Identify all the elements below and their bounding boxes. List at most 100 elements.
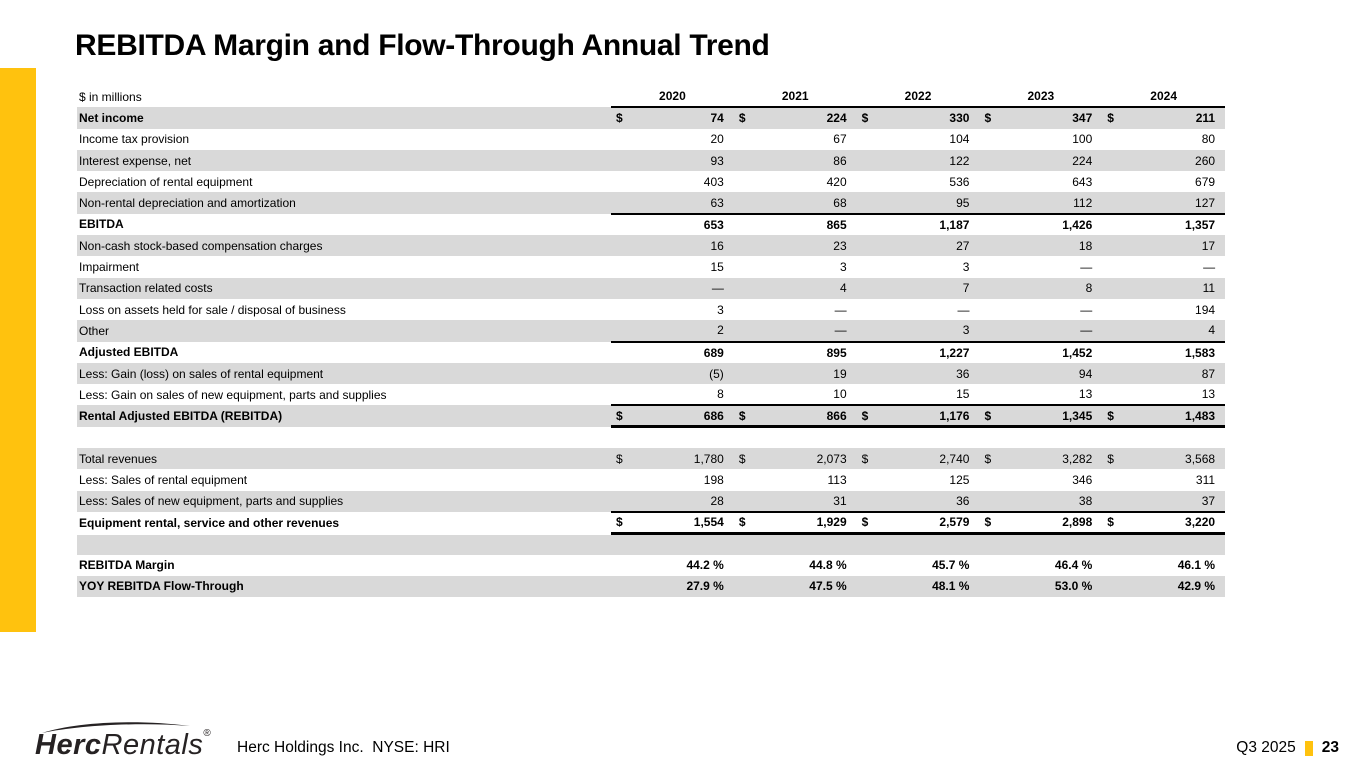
value-cell: 686 [637,405,734,429]
year-header: 2023 [979,86,1103,109]
currency-cell [734,129,760,150]
currency-cell [1102,363,1128,384]
value-cell: 18 [1078,238,1093,253]
value-cell: 4 [1128,320,1226,343]
table-row: Loss on assets held for sale / disposal … [77,299,1225,320]
currency-cell [979,490,1006,513]
value-cell: 198 [703,472,724,487]
currency-cell [1102,192,1129,215]
value-cell: 127 [1128,192,1226,215]
year-header: 2022 [856,86,980,109]
row-label: Rental Adjusted EBITDA (REBITDA) [79,409,283,424]
spacer-row [77,427,1225,448]
value-cell: 346 [1072,472,1093,487]
currency-cell [979,342,1005,363]
table-row: Equipment rental, service and other reve… [77,511,1226,535]
currency-cell [611,576,637,597]
registered-trademark-icon: ® [203,728,211,739]
currency-cell: $ [861,451,869,466]
currency-cell [611,299,637,320]
value-cell: 1,176 [882,405,980,429]
value-cell: 125 [949,472,970,487]
year-header: 2021 [733,86,857,109]
value-cell: 93 [710,153,724,168]
herc-rentals-logo: HercRentals® [35,718,215,764]
currency-cell [857,214,883,235]
currency-cell [734,235,760,256]
value-cell: 27 [956,238,970,253]
table-container: $ in millions 2020 2021 2022 2023 2024 Net inc… [77,86,1226,598]
currency-cell [734,214,760,235]
value-cell: 643 [1072,174,1093,189]
value-cell: 86 [833,153,847,168]
currency-cell [979,171,1005,192]
value-cell: 47.5 % [809,579,847,594]
currency-cell: $ [856,511,883,535]
table-row: Non-rental depreciation and amortization… [77,192,1226,215]
currency-cell [733,320,760,343]
currency-cell [979,469,1005,490]
value-cell: 1,583 [1185,345,1216,360]
currency-cell [1102,150,1128,171]
value-cell: 1,187 [939,217,970,232]
currency-cell [979,555,1005,576]
table-row: REBITDA Margin 44.2 % 44.8 % 45.7 % 46.4 % 46… [77,555,1225,576]
currency-cell: $ [1102,405,1129,429]
currency-cell [856,320,883,343]
value-cell: 67 [833,132,847,147]
currency-cell [979,320,1006,343]
currency-cell [1102,129,1128,150]
row-label: Impairment [79,260,140,275]
currency-cell [857,555,883,576]
year-header: 2024 [1102,86,1226,109]
spacer-cell [77,427,1225,448]
currency-cell [856,192,883,215]
value-cell: 3,220 [1128,511,1226,535]
value-cell: — [1080,260,1093,275]
value-cell: 28 [637,490,734,513]
currency-cell: $ [733,511,760,535]
value-cell: 3 [839,260,847,275]
value-cell: 45.7 % [932,558,970,573]
currency-cell [611,129,637,150]
value-cell: 679 [1195,174,1216,189]
currency-cell [857,150,883,171]
value-cell: 1,780 [693,451,724,466]
table-header-row: $ in millions 2020 2021 2022 2023 2024 [77,86,1226,109]
currency-cell [857,469,883,490]
page-number-accent-bar [1304,740,1313,756]
value-cell: 2,740 [939,451,970,466]
currency-cell [979,150,1005,171]
currency-cell [1102,576,1128,597]
currency-cell [734,150,760,171]
currency-cell [734,278,760,299]
currency-cell: $ [616,111,623,126]
spacer-row [77,533,1226,555]
value-cell: 10 [759,384,857,407]
value-cell: 80 [1201,132,1216,147]
currency-cell [611,490,637,513]
value-cell: 113 [827,472,847,487]
currency-cell [1102,490,1129,513]
table-row: Less: Gain (loss) on sales of rental equ… [77,362,1226,385]
value-cell: 1,929 [759,511,857,535]
value-cell: 53.0 % [1054,579,1093,594]
currency-cell [734,555,760,576]
value-cell: 3 [882,320,980,343]
row-label: Loss on assets held for sale / disposal … [79,302,346,317]
row-label: Transaction related costs [79,281,213,296]
page-title: REBITDA Margin and Flow-Through Annual T… [75,29,770,62]
currency-cell [857,299,883,320]
row-label: Non-cash stock-based compensation charge… [79,238,323,253]
currency-cell [979,363,1005,384]
row-label: Income tax provision [79,132,190,147]
table-row: Transaction related costs — 4 7 8 11 [77,277,1226,299]
currency-cell [979,576,1005,597]
value-cell: 865 [826,217,847,232]
currency-cell: $ [984,451,992,466]
logo-swoosh-icon [42,722,190,733]
currency-cell [856,490,883,513]
currency-cell [857,278,883,299]
currency-cell [1102,235,1128,256]
currency-cell [857,171,883,192]
